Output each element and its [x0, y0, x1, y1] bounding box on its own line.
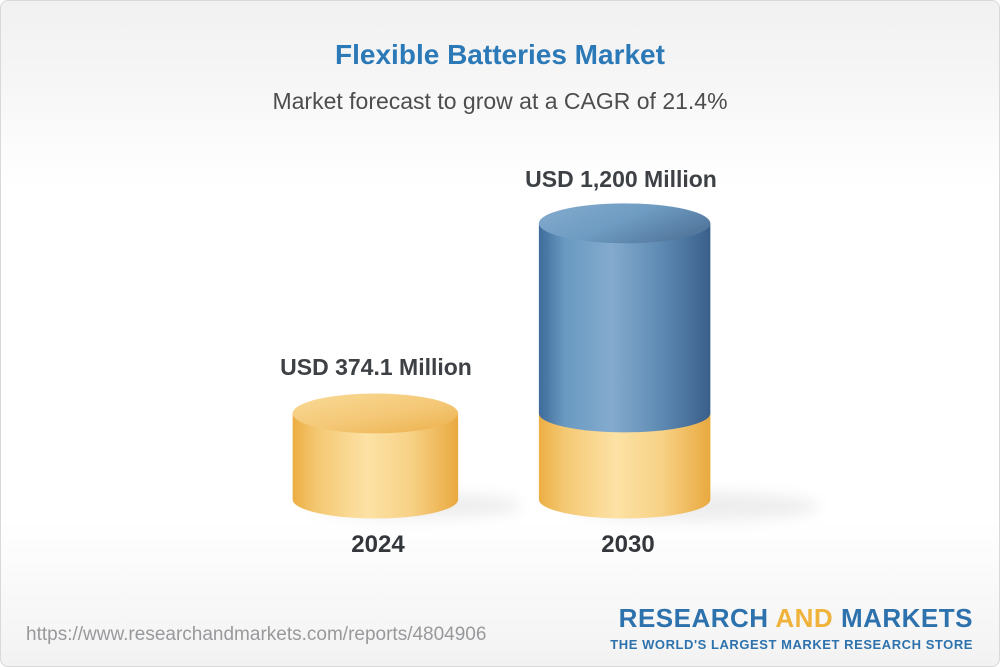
bar-value-label-2024: USD 374.1 Million	[280, 353, 472, 380]
page-title: Flexible Batteries Market	[335, 39, 665, 70]
bar-category-label-2030: 2030	[601, 531, 655, 558]
bar-2024-cylinder-body	[292, 413, 459, 519]
research-and-markets-logo: RESEARCH AND MARKETS THE WORLD'S LARGEST…	[610, 603, 973, 652]
source-url-link[interactable]: https://www.researchandmarkets.com/repor…	[26, 624, 487, 645]
logo-tagline: THE WORLD'S LARGEST MARKET RESEARCH STOR…	[610, 637, 973, 652]
bar-2024-cylinder-top	[292, 393, 459, 434]
logo-word-markets: MARKETS	[840, 603, 973, 633]
logo-wordmark: RESEARCH AND MARKETS	[610, 603, 973, 634]
logo-word-and: AND	[775, 603, 834, 633]
bar-value-label-2030: USD 1,200 Million	[525, 166, 717, 192]
bar-2030-growth-segment	[538, 223, 711, 433]
bar-2030-cylinder-top	[538, 203, 711, 244]
bar-2030-base-segment	[538, 413, 711, 519]
logo-word-research: RESEARCH	[618, 603, 769, 633]
header: Flexible Batteries Market Market forecas…	[1, 1, 999, 115]
page-subtitle: Market forecast to grow at a CAGR of 21.…	[272, 88, 728, 114]
bar-category-label-2024: 2024	[351, 531, 405, 558]
